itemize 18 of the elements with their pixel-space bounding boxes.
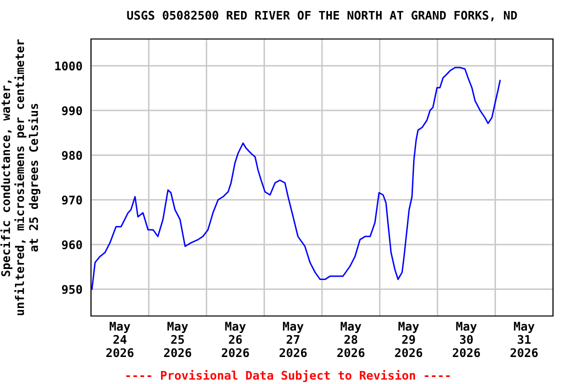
y-tick-label: 950	[62, 284, 82, 294]
x-tick-label: May 27 2026	[280, 322, 307, 358]
y-tick-label: 970	[62, 196, 82, 205]
x-tick-label: May 28 2026	[337, 322, 364, 358]
x-tick-label: May 25 2026	[164, 322, 192, 358]
chart-title: USGS 05082500 RED RIVER OF THE NORTH AT GRAND FORKS, ND	[127, 10, 517, 22]
y-tick-label: 960	[62, 240, 82, 250]
x-tick-label: May 31 2026	[510, 322, 538, 358]
x-tick-label: May 29 2026	[395, 322, 422, 358]
y-tick-label: 990	[62, 106, 82, 116]
x-tick-label: May 24 2026	[106, 322, 134, 358]
y-tick-label: 980	[62, 150, 82, 160]
y-axis-title: Specific conductance, water, unfiltered, microsiemens per centimeter at 25 degrees Celsius	[0, 39, 40, 316]
line-series	[91, 66, 501, 290]
x-tick-label: May 30 2026	[452, 322, 480, 358]
text: ---- Provisional Data Subject to Revision ----	[126, 370, 450, 382]
x-tick-label: May 26 2026	[222, 322, 249, 358]
y-tick-label: 1000	[55, 62, 82, 70]
